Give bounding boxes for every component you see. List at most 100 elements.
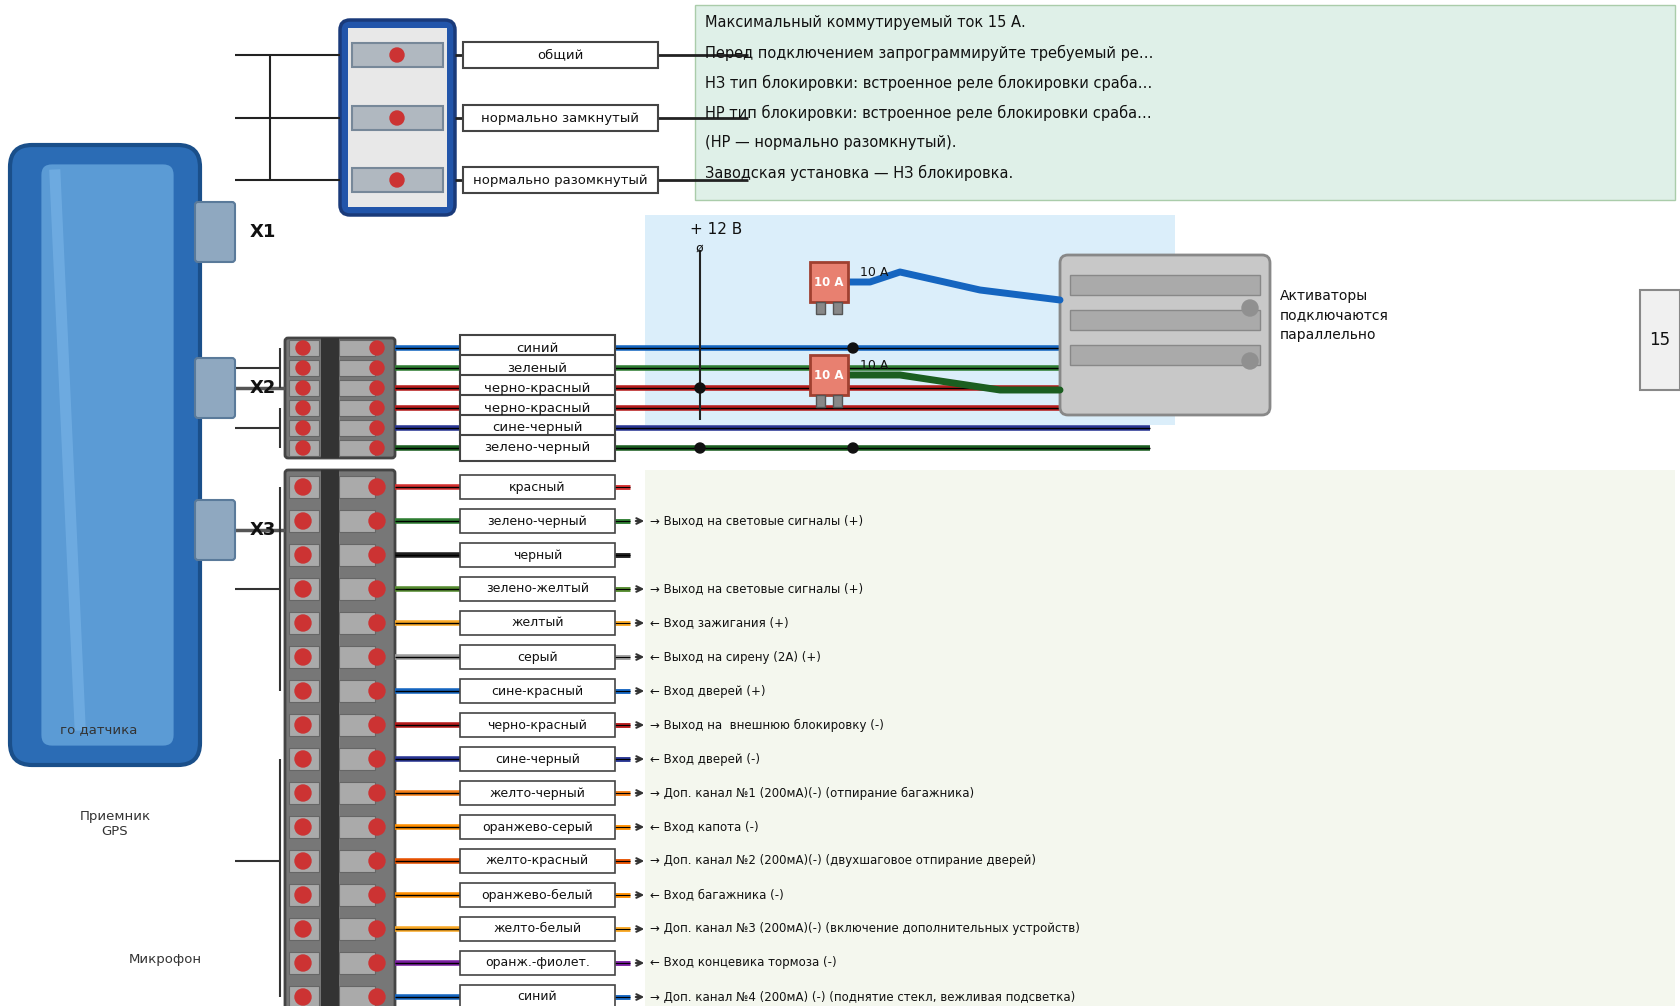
- FancyBboxPatch shape: [321, 470, 339, 1006]
- Text: 10 А: 10 А: [813, 368, 843, 381]
- FancyBboxPatch shape: [289, 510, 319, 532]
- FancyBboxPatch shape: [810, 262, 847, 302]
- Text: оранж.-фиолет.: оранж.-фиолет.: [486, 957, 590, 970]
- Text: X1: X1: [250, 223, 276, 241]
- Text: (НР — нормально разомкнутый).: (НР — нормально разомкнутый).: [704, 135, 956, 150]
- Circle shape: [294, 785, 311, 801]
- Circle shape: [370, 361, 383, 375]
- FancyBboxPatch shape: [339, 884, 375, 906]
- Text: → Доп. канал №3 (200мА)(-) (включение дополнительных устройств): → Доп. канал №3 (200мА)(-) (включение до…: [650, 923, 1079, 936]
- FancyBboxPatch shape: [286, 470, 395, 1006]
- FancyBboxPatch shape: [351, 106, 444, 130]
- Text: черно-красный: черно-красный: [487, 718, 586, 731]
- Circle shape: [370, 683, 385, 699]
- FancyBboxPatch shape: [289, 986, 319, 1006]
- Text: желтый: желтый: [511, 617, 563, 630]
- FancyBboxPatch shape: [289, 440, 319, 456]
- Text: зелено-желтый: зелено-желтый: [486, 582, 588, 596]
- Text: X3: X3: [250, 521, 276, 539]
- FancyBboxPatch shape: [289, 476, 319, 498]
- FancyBboxPatch shape: [289, 816, 319, 838]
- Circle shape: [370, 615, 385, 631]
- FancyBboxPatch shape: [195, 202, 235, 262]
- FancyBboxPatch shape: [460, 883, 615, 907]
- FancyBboxPatch shape: [339, 952, 375, 974]
- Circle shape: [294, 683, 311, 699]
- Text: го датчика: го датчика: [60, 723, 138, 736]
- FancyBboxPatch shape: [321, 338, 339, 458]
- Text: желто-красный: желто-красный: [486, 854, 588, 867]
- FancyBboxPatch shape: [339, 748, 375, 770]
- FancyBboxPatch shape: [289, 380, 319, 396]
- FancyBboxPatch shape: [460, 415, 615, 441]
- FancyBboxPatch shape: [460, 543, 615, 567]
- Circle shape: [296, 421, 309, 435]
- Circle shape: [370, 751, 385, 767]
- FancyBboxPatch shape: [462, 42, 657, 68]
- Circle shape: [694, 443, 704, 453]
- FancyBboxPatch shape: [339, 816, 375, 838]
- FancyBboxPatch shape: [460, 679, 615, 703]
- Circle shape: [370, 989, 385, 1005]
- FancyBboxPatch shape: [460, 355, 615, 381]
- FancyBboxPatch shape: [1070, 310, 1260, 330]
- Circle shape: [370, 381, 383, 395]
- Circle shape: [1242, 353, 1257, 369]
- Text: сине-красный: сине-красный: [491, 684, 583, 697]
- FancyBboxPatch shape: [289, 400, 319, 416]
- Circle shape: [370, 479, 385, 495]
- Text: 10 А: 10 А: [860, 266, 887, 279]
- Circle shape: [390, 173, 403, 187]
- Circle shape: [294, 513, 311, 529]
- Text: желто-черный: желто-черный: [489, 787, 585, 800]
- FancyBboxPatch shape: [289, 612, 319, 634]
- FancyBboxPatch shape: [460, 395, 615, 421]
- Circle shape: [296, 361, 309, 375]
- Text: ← Вход багажника (-): ← Вход багажника (-): [650, 888, 783, 901]
- FancyBboxPatch shape: [339, 340, 375, 356]
- Circle shape: [390, 111, 403, 125]
- Text: синий: синий: [517, 991, 558, 1004]
- FancyBboxPatch shape: [833, 302, 842, 314]
- FancyBboxPatch shape: [815, 302, 825, 314]
- Text: ← Вход дверей (-): ← Вход дверей (-): [650, 752, 759, 766]
- Circle shape: [296, 381, 309, 395]
- Circle shape: [294, 615, 311, 631]
- Text: НЗ тип блокировки: встроенное реле блокировки сраба…: НЗ тип блокировки: встроенное реле блоки…: [704, 75, 1151, 92]
- FancyBboxPatch shape: [289, 544, 319, 566]
- FancyBboxPatch shape: [289, 646, 319, 668]
- FancyBboxPatch shape: [289, 952, 319, 974]
- Circle shape: [370, 581, 385, 597]
- Text: Заводская установка — НЗ блокировка.: Заводская установка — НЗ блокировка.: [704, 165, 1013, 181]
- Circle shape: [296, 441, 309, 455]
- FancyBboxPatch shape: [286, 338, 395, 458]
- Text: общий: общий: [538, 48, 583, 61]
- Text: черный: черный: [512, 548, 561, 561]
- Text: зелено-черный: зелено-черный: [484, 442, 590, 455]
- Text: ← Вход зажигания (+): ← Вход зажигания (+): [650, 617, 788, 630]
- Text: → Выход на световые сигналы (+): → Выход на световые сигналы (+): [650, 582, 862, 596]
- Circle shape: [294, 853, 311, 869]
- Text: → Выход на световые сигналы (+): → Выход на световые сигналы (+): [650, 514, 862, 527]
- FancyBboxPatch shape: [289, 918, 319, 940]
- Text: + 12 В: + 12 В: [689, 222, 743, 237]
- FancyBboxPatch shape: [289, 360, 319, 376]
- Circle shape: [370, 785, 385, 801]
- FancyBboxPatch shape: [460, 435, 615, 461]
- FancyBboxPatch shape: [339, 680, 375, 702]
- FancyBboxPatch shape: [339, 646, 375, 668]
- Circle shape: [294, 921, 311, 937]
- Circle shape: [370, 649, 385, 665]
- FancyBboxPatch shape: [460, 815, 615, 839]
- FancyBboxPatch shape: [460, 509, 615, 533]
- FancyBboxPatch shape: [339, 510, 375, 532]
- FancyBboxPatch shape: [339, 544, 375, 566]
- FancyBboxPatch shape: [645, 215, 1174, 425]
- FancyBboxPatch shape: [339, 420, 375, 436]
- FancyBboxPatch shape: [40, 163, 175, 747]
- FancyBboxPatch shape: [645, 470, 1673, 1006]
- Text: 10 А: 10 А: [860, 358, 887, 371]
- FancyBboxPatch shape: [833, 395, 842, 407]
- Circle shape: [294, 751, 311, 767]
- Text: Приемник
GPS: Приемник GPS: [79, 810, 151, 838]
